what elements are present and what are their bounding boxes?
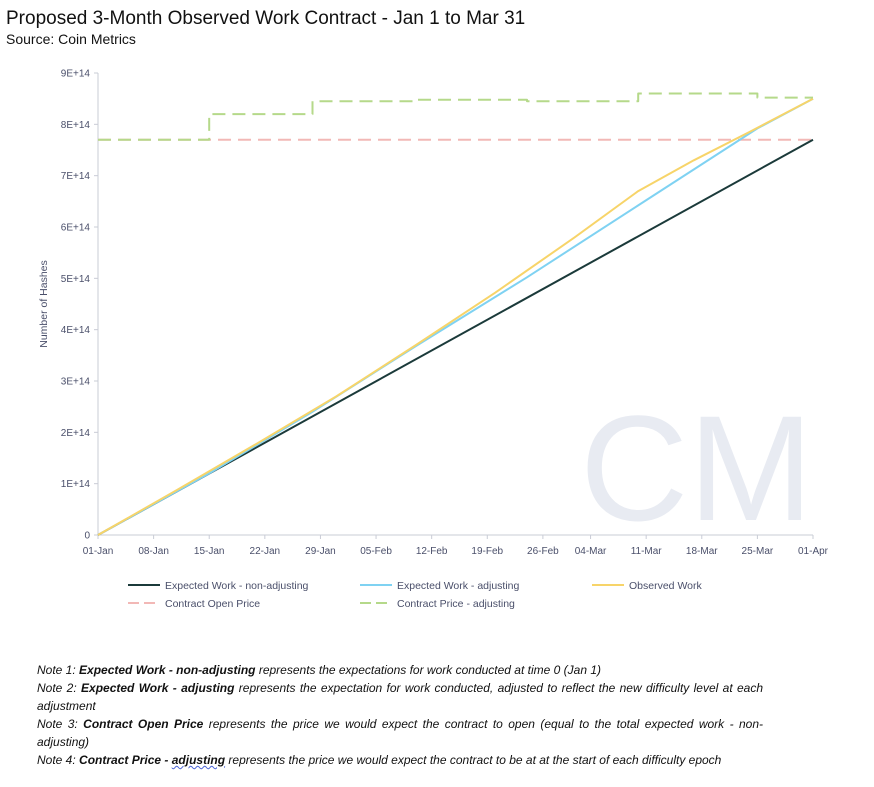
- chart-legend: Expected Work - non-adjusting Expected Wo…: [128, 580, 702, 610]
- y-tick-label: 2E+14: [61, 428, 91, 439]
- series-line: [98, 92, 813, 141]
- series-line: [97, 97, 814, 536]
- legend-label: Expected Work - non-adjusting: [165, 580, 309, 592]
- note-3: Note 3: Contract Open Price represents t…: [37, 717, 763, 749]
- note-2: Note 2: Expected Work - adjusting repres…: [37, 681, 763, 713]
- x-tick-label: 11-Mar: [631, 546, 663, 557]
- legend-label: Observed Work: [629, 580, 702, 592]
- series-line: [97, 97, 814, 536]
- x-tick-label: 04-Mar: [575, 546, 607, 557]
- chart-axes: 0 1E+14 2E+14 3E+14 4E+14 5E+14 6E+14 7E+14 8E+1…: [38, 69, 829, 558]
- y-tick-label: 7E+14: [61, 171, 91, 182]
- x-tick-label: 18-Mar: [686, 546, 718, 557]
- y-tick-label: 9E+14: [61, 69, 91, 80]
- x-tick-label: 01-Jan: [83, 546, 114, 557]
- y-tick-label: 0: [84, 531, 90, 542]
- watermark-text: CM: [580, 384, 813, 552]
- chart-title: Proposed 3-Month Observed Work Contract …: [6, 8, 526, 29]
- y-tick-label: 3E+14: [61, 377, 91, 388]
- note-4: Note 4: Contract Price - adjusting repre…: [37, 753, 722, 767]
- y-axis-label: Number of Hashes: [38, 260, 50, 348]
- legend-label: Expected Work - adjusting: [397, 580, 520, 592]
- notes-block: Note 1: Expected Work - non-adjusting re…: [37, 661, 763, 769]
- note-1: Note 1: Expected Work - non-adjusting re…: [37, 663, 602, 677]
- cm-watermark-logo: CM: [580, 384, 813, 552]
- y-tick-label: 1E+14: [61, 479, 91, 490]
- y-tick-label: 5E+14: [61, 274, 91, 285]
- x-tick-label: 01-Apr: [798, 546, 829, 557]
- y-tick-label: 4E+14: [61, 325, 91, 336]
- x-tick-label: 15-Jan: [194, 546, 225, 557]
- y-tick-label: 8E+14: [61, 120, 91, 131]
- line-chart: CM 0 1E+14 2E+14 3E+14 4E+14 5E+14 6E+14 7E+14 8…: [38, 69, 829, 611]
- chart-subtitle: Source: Coin Metrics: [6, 31, 136, 47]
- legend-label: Contract Open Price: [165, 598, 260, 610]
- x-tick-label: 29-Jan: [305, 546, 336, 557]
- x-tick-label: 22-Jan: [250, 546, 281, 557]
- chart-series: [97, 92, 814, 536]
- x-tick-label: 19-Feb: [471, 546, 503, 557]
- x-tick-label: 25-Mar: [742, 546, 774, 557]
- y-tick-label: 6E+14: [61, 223, 91, 234]
- x-tick-label: 26-Feb: [527, 546, 559, 557]
- x-tick-label: 08-Jan: [138, 546, 169, 557]
- x-tick-label: 12-Feb: [416, 546, 448, 557]
- x-tick-label: 05-Feb: [360, 546, 392, 557]
- legend-label: Contract Price - adjusting: [397, 598, 515, 610]
